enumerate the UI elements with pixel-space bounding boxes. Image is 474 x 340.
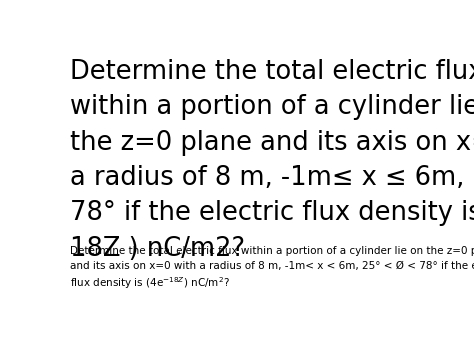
Text: Determine the total electric flux: Determine the total electric flux bbox=[70, 59, 474, 85]
Text: a radius of 8 m, -1m≤ x ≤ 6m, 25° ≤ Ø ≤: a radius of 8 m, -1m≤ x ≤ 6m, 25° ≤ Ø ≤ bbox=[70, 165, 474, 191]
Text: 18Z ) nC/m2?: 18Z ) nC/m2? bbox=[70, 236, 245, 262]
Text: and its axis on x=0 with a radius of 8 m, -1m< x < 6m, 25° < Ø < 78° if the elec: and its axis on x=0 with a radius of 8 m… bbox=[70, 261, 474, 271]
Text: within a portion of a cylinder lie on: within a portion of a cylinder lie on bbox=[70, 95, 474, 120]
Text: flux density is (4e$^{-18Z}$) nC/m$^{2}$?: flux density is (4e$^{-18Z}$) nC/m$^{2}$… bbox=[70, 275, 230, 291]
Text: the z=0 plane and its axis on x=0 with: the z=0 plane and its axis on x=0 with bbox=[70, 130, 474, 156]
Text: 78° if the electric flux density is (4e-: 78° if the electric flux density is (4e- bbox=[70, 201, 474, 226]
Text: Determine the total electric flux within a portion of a cylinder lie on the z=0 : Determine the total electric flux within… bbox=[70, 246, 474, 256]
